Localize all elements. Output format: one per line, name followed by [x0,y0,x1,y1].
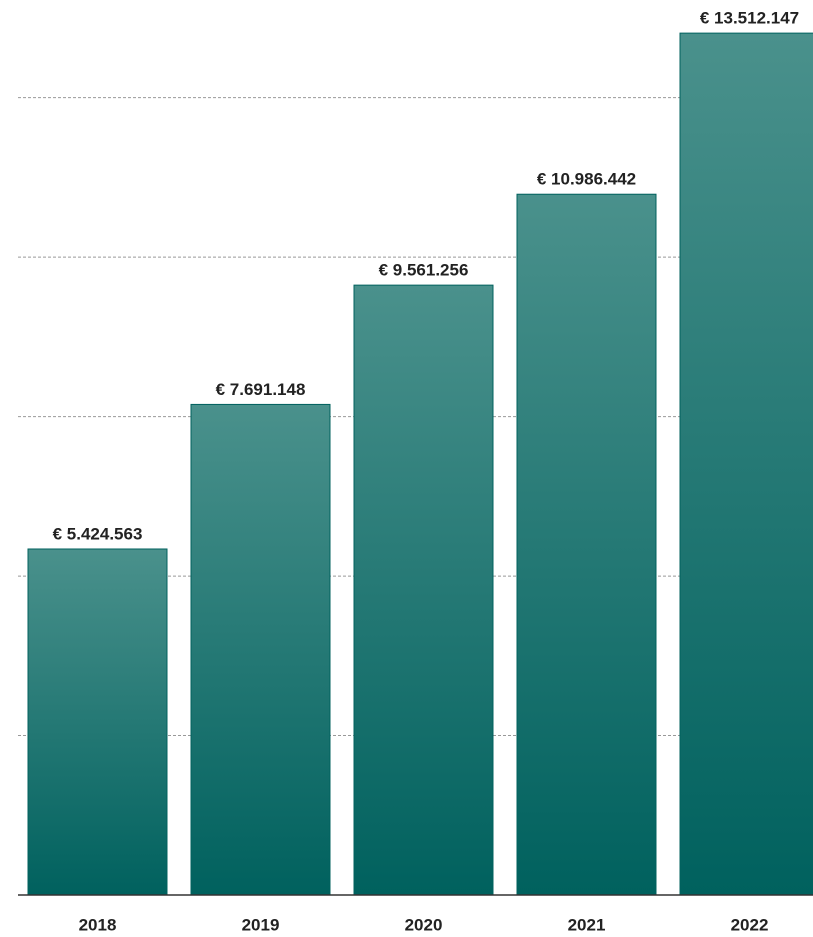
bar [27,548,168,896]
x-tick-label: 2020 [405,915,443,934]
value-label: € 5.424.563 [53,524,143,543]
bar [190,403,331,896]
bar [516,193,657,896]
value-label: € 13.512.147 [700,9,799,28]
x-tick-label: 2019 [242,915,280,934]
x-tick-label: 2021 [568,915,606,934]
value-label: € 10.986.442 [537,170,636,189]
bar [353,284,494,896]
x-tick-label: 2018 [79,915,117,934]
x-tick-label: 2022 [731,915,769,934]
value-label: € 7.691.148 [216,380,306,399]
value-label: € 9.561.256 [379,261,469,280]
bar [679,32,813,896]
